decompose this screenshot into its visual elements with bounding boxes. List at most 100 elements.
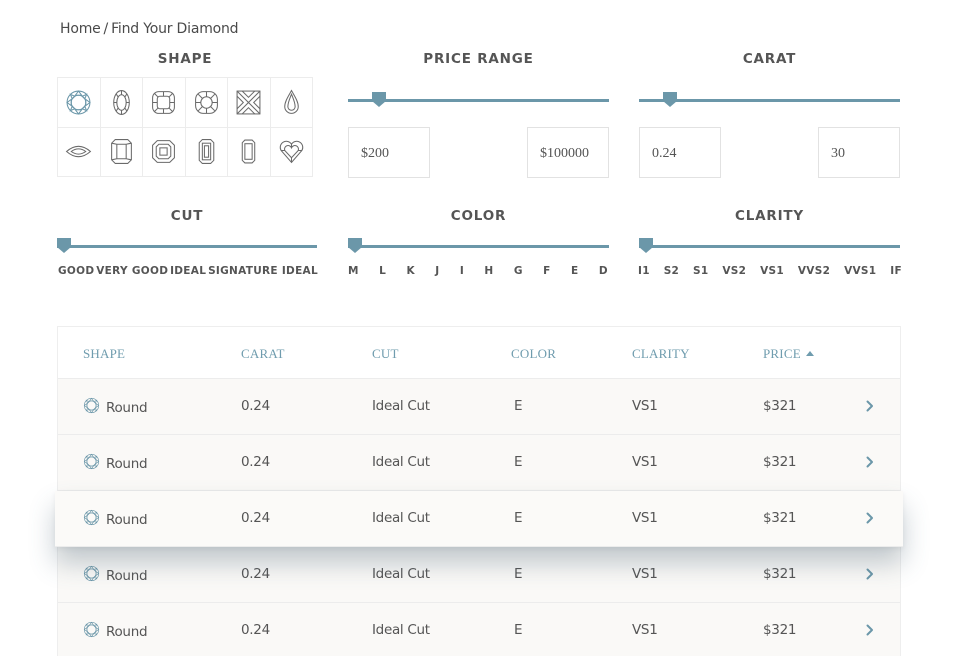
result-row[interactable]: Round 0.24 Ideal Cut E VS1 $321 <box>58 435 900 491</box>
round-diamond-icon <box>65 89 92 116</box>
color-option[interactable]: K <box>406 265 415 277</box>
chevron-right-icon[interactable] <box>864 623 876 637</box>
column-header-cut[interactable]: CUT <box>372 346 399 361</box>
result-row[interactable]: Round 0.24 Ideal Cut E VS1 $321 <box>58 379 900 435</box>
results-table-header: SHAPE CARAT CUT COLOR CLARITY PRICE <box>58 327 900 379</box>
shape-option-round[interactable] <box>58 78 101 128</box>
shape-option-cushion[interactable] <box>143 78 186 128</box>
cut-option[interactable]: IDEAL <box>170 265 207 277</box>
price-filter-title: PRICE RANGE <box>423 51 534 67</box>
shape-option-princess[interactable] <box>228 78 271 128</box>
cut-option[interactable]: VERY GOOD <box>96 265 169 277</box>
clarity-slider[interactable] <box>639 238 900 254</box>
shape-filter-title: SHAPE <box>157 51 213 67</box>
chevron-right-icon[interactable] <box>864 455 876 469</box>
column-header-price[interactable]: PRICE <box>763 346 814 362</box>
column-header-carat[interactable]: CARAT <box>241 346 285 361</box>
result-clarity: VS1 <box>632 622 658 638</box>
marquise-diamond-icon <box>65 138 92 165</box>
column-header-shape[interactable]: SHAPE <box>83 346 126 361</box>
clarity-filter-title: CLARITY <box>735 208 804 224</box>
chevron-right-icon[interactable] <box>864 567 876 581</box>
shape-option-oval[interactable] <box>100 78 143 128</box>
clarity-option[interactable]: VVS2 <box>797 265 831 277</box>
result-clarity: VS1 <box>632 454 658 470</box>
cushion-diamond-icon <box>150 89 177 116</box>
clarity-slider-handle[interactable] <box>639 238 653 254</box>
color-slider-handle[interactable] <box>348 238 362 254</box>
color-option[interactable]: M <box>348 265 359 277</box>
cut-option[interactable]: GOOD <box>58 265 95 277</box>
shape-option-asscher[interactable] <box>143 127 186 177</box>
sort-ascending-icon <box>805 351 814 356</box>
shape-option-cushion-square[interactable] <box>185 78 228 128</box>
round-diamond-icon <box>83 509 106 530</box>
clarity-option[interactable]: IF <box>890 265 902 277</box>
color-option[interactable]: E <box>571 265 579 277</box>
carat-slider-handle[interactable] <box>663 92 678 108</box>
cut-slider-handle[interactable] <box>57 238 71 254</box>
price-max-field[interactable]: $100000 <box>527 127 609 178</box>
clarity-option[interactable]: S2 <box>663 265 680 277</box>
color-option[interactable]: F <box>543 265 551 277</box>
column-header-clarity[interactable]: CLARITY <box>632 346 690 361</box>
result-price: $321 <box>763 454 797 470</box>
clarity-option[interactable]: VS2 <box>722 265 747 277</box>
clarity-option[interactable]: VS1 <box>760 265 785 277</box>
cushion-square-diamond-icon <box>193 89 220 116</box>
result-price: $321 <box>763 510 797 526</box>
result-color: E <box>514 398 523 414</box>
column-header-color[interactable]: COLOR <box>511 346 557 361</box>
cut-slider[interactable] <box>57 238 317 254</box>
result-row[interactable]: Round 0.24 Ideal Cut E VS1 $321 <box>58 603 900 656</box>
color-filter-title: COLOR <box>450 208 507 224</box>
color-option[interactable]: J <box>435 265 440 277</box>
color-option[interactable]: L <box>379 265 387 277</box>
result-row[interactable]: Round 0.24 Ideal Cut E VS1 $321 <box>58 547 900 603</box>
color-option[interactable]: I <box>459 265 465 277</box>
price-range-slider[interactable] <box>348 92 609 108</box>
color-option[interactable]: D <box>598 265 608 277</box>
shape-option-marquise[interactable] <box>58 127 101 177</box>
color-option[interactable]: H <box>484 265 494 277</box>
carat-max-field[interactable]: 30 <box>818 127 900 178</box>
result-color: E <box>514 622 523 638</box>
result-shape: Round <box>83 621 148 642</box>
shape-option-heart[interactable] <box>270 127 313 177</box>
shape-option-emerald[interactable] <box>185 127 228 177</box>
shape-option-emerald-long[interactable] <box>228 127 271 177</box>
price-slider-track <box>348 99 609 102</box>
price-slider-handle[interactable] <box>372 92 387 108</box>
result-clarity: VS1 <box>632 566 658 582</box>
shape-option-radiant[interactable] <box>100 127 143 177</box>
cut-option[interactable]: SIGNATURE IDEAL <box>208 265 318 277</box>
emerald-long-diamond-icon <box>235 138 262 165</box>
oval-diamond-icon <box>108 89 135 116</box>
result-cut: Ideal Cut <box>372 566 430 582</box>
carat-min-field[interactable]: 0.24 <box>639 127 721 178</box>
result-carat: 0.24 <box>241 566 270 582</box>
clarity-option[interactable]: I1 <box>638 265 650 277</box>
breadcrumb-home-link[interactable]: Home <box>60 21 101 37</box>
chevron-right-icon[interactable] <box>864 399 876 413</box>
result-carat: 0.24 <box>241 398 270 414</box>
price-min-field[interactable]: $200 <box>348 127 430 178</box>
carat-range-slider[interactable] <box>639 92 900 108</box>
result-row[interactable]: Round 0.24 Ideal Cut E VS1 $321 <box>55 491 903 547</box>
result-shape-label: Round <box>106 399 148 416</box>
color-slider[interactable] <box>348 238 609 254</box>
clarity-option[interactable]: VVS1 <box>844 265 877 277</box>
chevron-right-icon[interactable] <box>864 511 876 525</box>
color-slider-track <box>348 245 609 248</box>
clarity-option[interactable]: S1 <box>693 265 709 277</box>
heart-diamond-icon <box>278 138 305 165</box>
shape-filter-grid <box>57 77 313 177</box>
pear-diamond-icon <box>278 89 305 116</box>
result-cut: Ideal Cut <box>372 510 430 526</box>
shape-option-pear[interactable] <box>270 78 313 128</box>
color-option[interactable]: G <box>513 265 523 277</box>
result-shape-label: Round <box>106 455 148 472</box>
result-clarity: VS1 <box>632 510 658 526</box>
result-shape: Round <box>83 397 148 418</box>
column-header-price-label: PRICE <box>763 346 801 361</box>
